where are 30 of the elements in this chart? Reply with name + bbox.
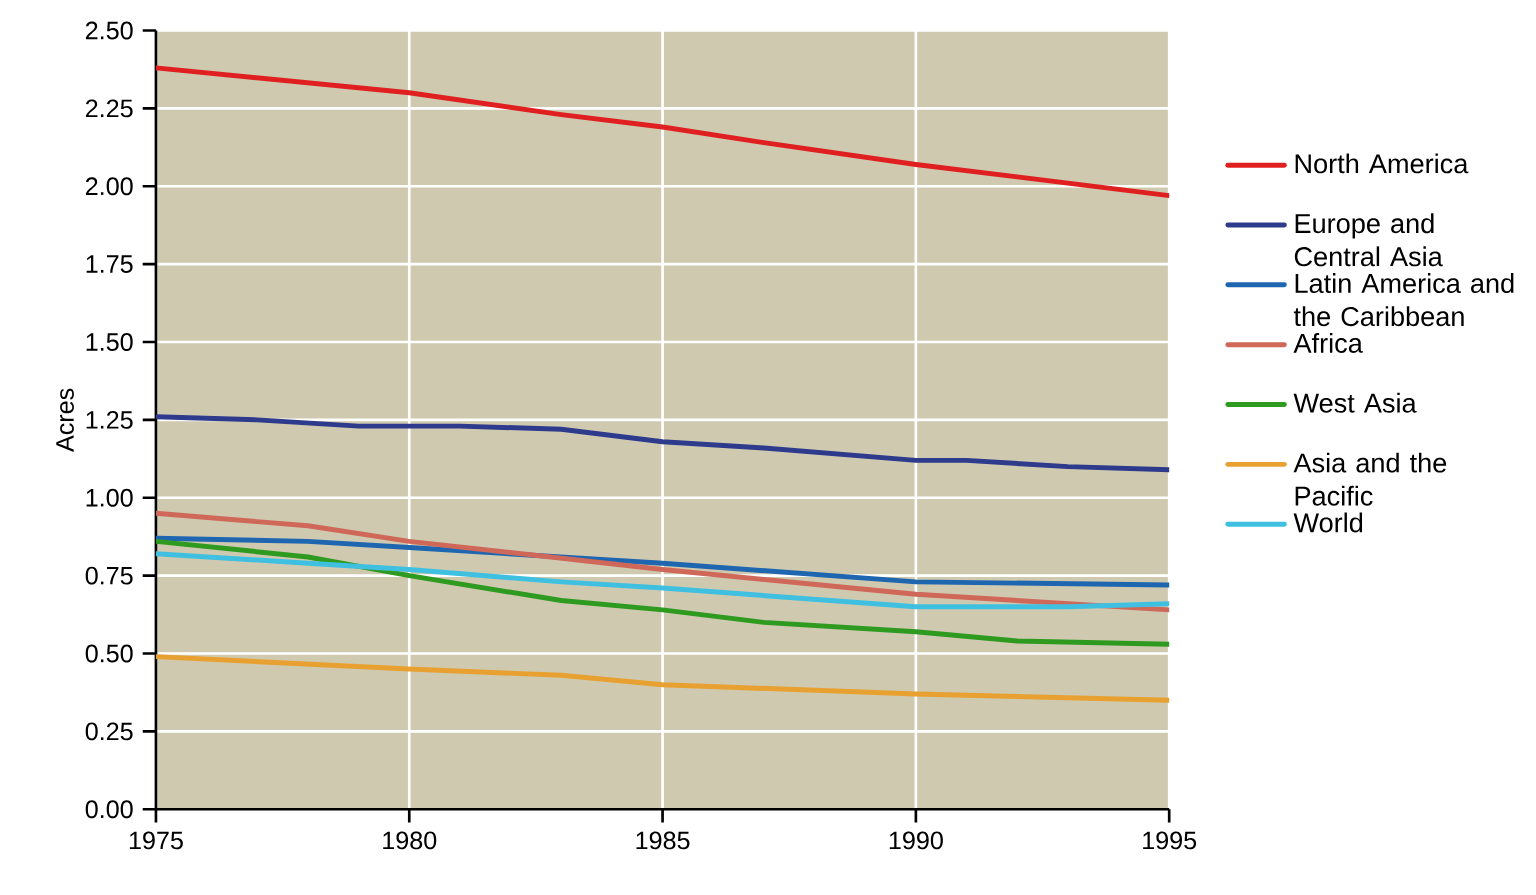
line-series bbox=[155, 539, 1170, 647]
y-tick-label: 0.25 bbox=[85, 722, 133, 741]
x-tick-label: 1995 bbox=[1143, 831, 1197, 850]
legend-label: Latin America and the Caribbean bbox=[1293, 273, 1514, 327]
y-tick-label: 2.00 bbox=[85, 177, 133, 196]
y-tick-label: 2.50 bbox=[85, 21, 133, 40]
line-series bbox=[155, 551, 1170, 610]
y-tick-label: 1.75 bbox=[86, 255, 133, 274]
y-tick-label: 1.50 bbox=[86, 333, 133, 352]
y-tick-label: 0.75 bbox=[85, 566, 133, 585]
legend-label: World bbox=[1293, 512, 1363, 533]
line-series bbox=[155, 414, 1170, 473]
x-tick-label: 1990 bbox=[889, 831, 943, 850]
y-tick-label: 2.25 bbox=[85, 99, 133, 118]
y-axis-title: Acres bbox=[56, 388, 74, 453]
y-tick-label: 0.00 bbox=[85, 800, 133, 819]
y-tick-label: 1.00 bbox=[86, 489, 133, 507]
legend-label: Europe and Central Asia bbox=[1294, 213, 1443, 267]
line-series bbox=[155, 65, 1170, 199]
y-tick-label: 0.50 bbox=[85, 644, 133, 663]
x-tick-label: 1980 bbox=[383, 831, 437, 850]
y-tick-label: 1.25 bbox=[86, 411, 133, 430]
x-tick-label: 1975 bbox=[129, 831, 183, 850]
legend-label: Asia and the Pacific bbox=[1293, 452, 1447, 506]
legend-label: North America bbox=[1295, 153, 1469, 174]
legend-label: West Asia bbox=[1293, 393, 1417, 413]
legend-label: Africa bbox=[1293, 333, 1363, 354]
line-series bbox=[155, 511, 1170, 613]
x-tick-label: 1985 bbox=[636, 831, 690, 850]
line-series bbox=[155, 654, 1170, 703]
